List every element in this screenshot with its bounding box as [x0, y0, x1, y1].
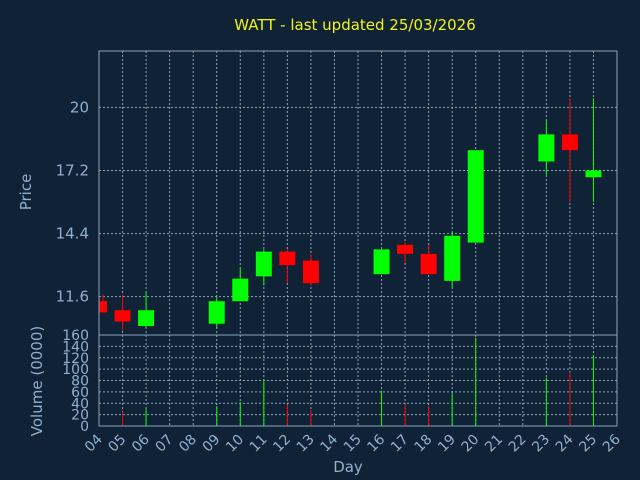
y-tick-label: 11.6 — [56, 288, 89, 306]
x-tick-label: 19 — [435, 432, 459, 456]
candle-body — [302, 260, 319, 284]
volume-tick-label: 20 — [71, 408, 89, 424]
x-tick-label: 24 — [553, 431, 577, 455]
x-tick-label: 09 — [200, 432, 224, 456]
x-tick-label: 10 — [223, 432, 247, 456]
y-tick-label: 14.4 — [56, 225, 89, 243]
candle-body — [114, 310, 131, 322]
volume-tick-label: 100 — [62, 362, 89, 378]
candle-body — [99, 301, 107, 313]
x-tick-label: 21 — [482, 432, 506, 456]
x-tick-label: 12 — [270, 432, 294, 456]
chart-title: WATT - last updated 25/03/2026 — [234, 16, 476, 34]
x-tick-label: 04 — [82, 431, 106, 455]
volume-panel-frame — [98, 334, 618, 427]
x-tick-label: 18 — [412, 432, 436, 456]
volume-tick-label: 160 — [62, 328, 89, 344]
x-tick-label: 11 — [247, 432, 271, 456]
candle-body — [420, 253, 437, 275]
candle-body — [585, 170, 602, 178]
x-tick-label: 25 — [576, 432, 600, 456]
x-tick-label: 08 — [176, 432, 200, 456]
x-tick-label: 17 — [388, 432, 412, 456]
axis-layer: 04 05 06 07 08 09 10 11 12 13 14 15 16 17 18 19 20 21 22 23… — [56, 50, 624, 456]
volume-tick-label: 40 — [71, 396, 89, 412]
x-tick-label: 05 — [105, 432, 129, 456]
candle-body — [538, 134, 555, 162]
candle-body — [208, 301, 225, 324]
x-tick-label: 13 — [294, 432, 318, 456]
y-tick-label: 20 — [70, 98, 89, 116]
x-axis-label: Day — [333, 458, 363, 476]
volume-axis-label: Volume (0000) — [28, 326, 46, 436]
candle-body — [232, 278, 249, 302]
volume-panel — [122, 337, 594, 426]
x-tick-label: 06 — [129, 431, 153, 455]
y-axis-label: Price — [17, 174, 35, 211]
candle-body — [373, 249, 390, 275]
x-tick-label: 16 — [364, 431, 388, 455]
candle-body — [279, 251, 296, 266]
x-tick-label: 14 — [317, 431, 341, 455]
x-tick-label: 23 — [529, 432, 553, 456]
volume-tick-label: 60 — [71, 385, 89, 401]
candle-body — [138, 310, 155, 326]
x-tick-label: 15 — [341, 432, 365, 456]
candle-body — [467, 150, 484, 243]
volume-tick-label: 0 — [80, 419, 89, 435]
x-tick-label: 07 — [153, 432, 177, 456]
y-tick-label: 17.2 — [56, 161, 89, 179]
x-tick-label: 22 — [506, 432, 530, 456]
grid-layer — [98, 51, 618, 426]
price-panel — [99, 98, 602, 331]
x-tick-label: 20 — [459, 432, 483, 456]
candle-body — [397, 244, 414, 254]
candle-body — [561, 134, 578, 151]
volume-tick-label: 120 — [62, 351, 89, 367]
x-tick-label: 26 — [600, 431, 624, 455]
volume-tick-label: 140 — [62, 339, 89, 355]
volume-tick-label: 80 — [71, 374, 89, 390]
candle-body — [255, 251, 272, 277]
candle-body — [444, 235, 461, 281]
